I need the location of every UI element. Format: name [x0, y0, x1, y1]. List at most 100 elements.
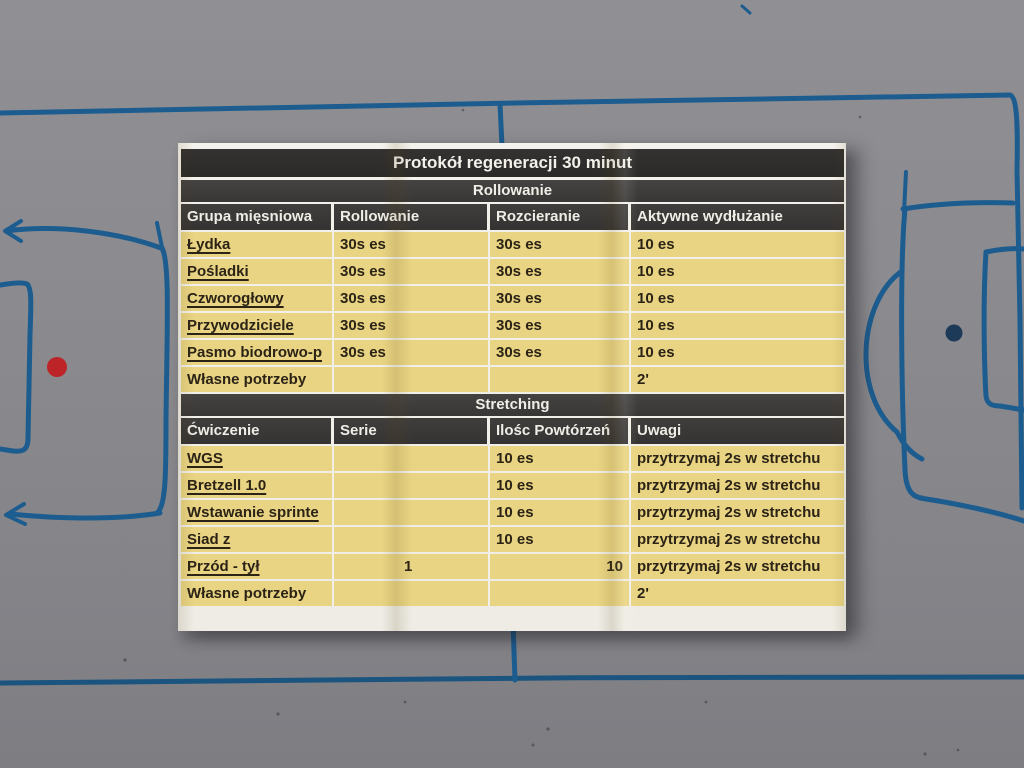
table-row: Łydka 30s es 30s es 10 es — [181, 232, 844, 257]
table-row: Siad z 10 es przytrzymaj 2s w stretchu — [181, 527, 844, 552]
touchline-top — [0, 92, 1013, 116]
rollowanie-value — [334, 367, 490, 392]
rozcieranie-value: 30s es — [490, 286, 631, 311]
repetitions-value: 10 es — [490, 500, 631, 525]
rollowanie-value: 30s es — [334, 286, 490, 311]
muscle-group-label: Pośladki — [187, 263, 249, 280]
exercise-label: Bretzell 1.0 — [187, 477, 267, 494]
header-aktywne-wydluzanie: Aktywne wydłużanie — [631, 204, 844, 230]
protocol-table: Protokół regeneracji 30 minut Rollowanie… — [181, 149, 844, 608]
uwagi-value: przytrzymaj 2s w stretchu — [631, 554, 844, 579]
left-penalty-area-top — [3, 226, 164, 251]
aktywne-wydluzanie-value: 2' — [631, 367, 844, 392]
aktywne-wydluzanie-value: 10 es — [631, 340, 844, 365]
exercise-label: Siad z — [187, 531, 231, 548]
header-uwagi: Uwagi — [631, 418, 844, 444]
repetitions-value: 10 es — [490, 446, 631, 471]
exercise-label: Wstawanie sprinte — [187, 504, 319, 521]
section-rollowanie: Rollowanie — [181, 180, 844, 202]
rozcieranie-value: 30s es — [490, 313, 631, 338]
aktywne-wydluzanie-value: 10 es — [631, 313, 844, 338]
header-cwiczenie: Ćwiczenie — [181, 418, 334, 444]
right-goal-area — [981, 246, 1024, 413]
left-penalty-area-bottom — [7, 510, 163, 521]
table-row: Bretzell 1.0 10 es przytrzymaj 2s w stre… — [181, 473, 844, 498]
sideline-right — [1007, 92, 1024, 511]
rozcieranie-value: 30s es — [490, 259, 631, 284]
right-penalty-area-corner-tick — [902, 170, 908, 214]
uwagi-value: przytrzymaj 2s w stretchu — [631, 446, 844, 471]
serie-value — [334, 527, 490, 552]
left-arrowhead-bottom — [4, 502, 27, 526]
left-penalty-area-right — [154, 245, 170, 516]
protocol-sheet: Protokół regeneracji 30 minut Rollowanie… — [178, 143, 846, 631]
table-row: Pasmo biodrowo-p 30s es 30s es 10 es — [181, 340, 844, 365]
rollowanie-value: 30s es — [334, 259, 490, 284]
left-penalty-spot — [47, 357, 67, 377]
header-grupa-miesniowa: Grupa mięsniowa — [181, 204, 334, 230]
right-penalty-area-left — [899, 206, 925, 501]
rollowanie-value: 30s es — [334, 340, 490, 365]
serie-value — [334, 581, 490, 606]
section-stretching: Stretching — [181, 394, 844, 416]
rollowanie-value: 30s es — [334, 313, 490, 338]
sheet-title: Protokół regeneracji 30 minut — [392, 153, 632, 172]
section-stretching-label: Stretching — [475, 396, 550, 413]
right-penalty-arc-tail — [894, 429, 925, 462]
rollowanie-header-row: Grupa mięsniowa Rollowanie Rozcieranie A… — [181, 204, 844, 230]
right-penalty-area-top — [900, 200, 1016, 212]
halfway-line-top — [497, 101, 505, 149]
board-specks — [123, 108, 960, 756]
uwagi-value: przytrzymaj 2s w stretchu — [631, 473, 844, 498]
uwagi-value: przytrzymaj 2s w stretchu — [631, 500, 844, 525]
serie-value — [334, 500, 490, 525]
repetitions-value: 10 — [490, 554, 631, 579]
header-ilosc-powtorzen: Ilośc Powtórzeń — [490, 418, 631, 444]
right-penalty-area-bottom — [917, 495, 1024, 524]
stretching-header-row: Ćwiczenie Serie Ilośc Powtórzeń Uwagi — [181, 418, 844, 444]
muscle-group-label: Łydka — [187, 236, 231, 253]
own-needs-label: Własne potrzeby — [187, 371, 307, 388]
repetitions-value: 10 es — [490, 473, 631, 498]
table-row: Przywodziciele 30s es 30s es 10 es — [181, 313, 844, 338]
uwagi-value: przytrzymaj 2s w stretchu — [631, 527, 844, 552]
top-edge-mark — [740, 4, 752, 15]
rozcieranie-value — [490, 367, 631, 392]
halfway-line-bottom — [510, 620, 518, 683]
rollowanie-value: 30s es — [334, 232, 490, 257]
table-row: Czworogłowy 30s es 30s es 10 es — [181, 286, 844, 311]
left-goal-area — [0, 280, 34, 454]
aktywne-wydluzanie-value: 10 es — [631, 286, 844, 311]
left-arrowhead-top — [3, 219, 23, 243]
table-row: WGS 10 es przytrzymaj 2s w stretchu — [181, 446, 844, 471]
table-row: Wstawanie sprinte 10 es przytrzymaj 2s w… — [181, 500, 844, 525]
table-row: Własne potrzeby 2' — [181, 581, 844, 606]
touchline-bottom — [0, 674, 1024, 686]
section-rollowanie-label: Rollowanie — [472, 182, 553, 199]
serie-value — [334, 446, 490, 471]
own-needs-label: Własne potrzeby — [187, 585, 307, 602]
exercise-label: Przód - tył — [187, 558, 260, 575]
table-row: Przód - tył 1 10 przytrzymaj 2s w stretc… — [181, 554, 844, 579]
table-row: Pośladki 30s es 30s es 10 es — [181, 259, 844, 284]
table-row: Własne potrzeby 2' — [181, 367, 844, 392]
sheet-title-row: Protokół regeneracji 30 minut — [181, 149, 844, 177]
uwagi-value: 2' — [631, 581, 844, 606]
exercise-label: WGS — [187, 450, 223, 467]
serie-value: 1 — [334, 554, 490, 579]
serie-value — [334, 473, 490, 498]
header-rozcieranie: Rozcieranie — [490, 204, 631, 230]
repetitions-value: 10 es — [490, 527, 631, 552]
aktywne-wydluzanie-value: 10 es — [631, 259, 844, 284]
repetitions-value — [490, 581, 631, 606]
rozcieranie-value: 30s es — [490, 340, 631, 365]
muscle-group-label: Przywodziciele — [187, 317, 294, 334]
right-penalty-arc — [863, 268, 905, 435]
right-penalty-spot — [945, 324, 963, 342]
muscle-group-label: Pasmo biodrowo-p — [187, 344, 322, 361]
rozcieranie-value: 30s es — [490, 232, 631, 257]
aktywne-wydluzanie-value: 10 es — [631, 232, 844, 257]
header-serie: Serie — [334, 418, 490, 444]
